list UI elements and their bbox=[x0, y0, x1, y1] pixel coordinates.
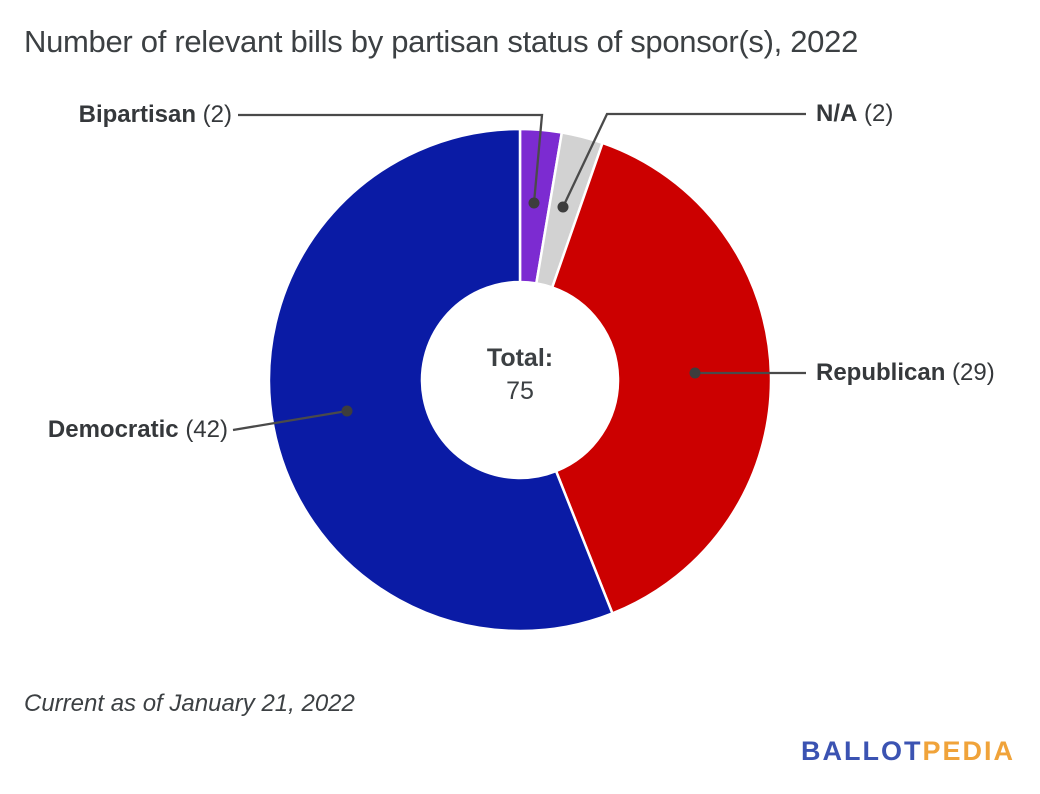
leader-dot-na bbox=[557, 201, 569, 213]
label-democratic-count: (42) bbox=[185, 416, 228, 443]
chart-title: Number of relevant bills by partisan sta… bbox=[24, 24, 859, 59]
leader-dot-republican bbox=[689, 367, 701, 379]
label-bipartisan: Bipartisan (2) bbox=[20, 100, 232, 130]
label-bipartisan-count: (2) bbox=[202, 101, 232, 128]
label-na: N/A (2) bbox=[816, 99, 893, 129]
donut-slices bbox=[267, 127, 773, 633]
total-label: Total: bbox=[486, 344, 554, 372]
label-na-name: N/A bbox=[816, 100, 858, 127]
label-republican-name: Republican bbox=[816, 359, 946, 386]
donut-center-label: Total: 75 bbox=[420, 342, 620, 408]
label-democratic: Democratic (42) bbox=[20, 415, 228, 445]
leader-line-bipartisan bbox=[238, 113, 544, 204]
logo-text-ballot: BALLOT bbox=[800, 736, 923, 766]
leader-line-na bbox=[561, 112, 806, 208]
leader-line-democratic bbox=[232, 409, 348, 432]
label-bipartisan-name: Bipartisan bbox=[78, 101, 196, 128]
slice-republican bbox=[550, 141, 773, 615]
footer-note: Current as of January 21, 2022 bbox=[24, 690, 355, 717]
leader-lines bbox=[232, 112, 806, 432]
label-democratic-name: Democratic bbox=[47, 416, 179, 443]
slice-democratic bbox=[267, 127, 614, 633]
label-republican: Republican (29) bbox=[816, 358, 995, 388]
total-value: 75 bbox=[506, 377, 534, 405]
leader-dot-bipartisan bbox=[528, 197, 540, 209]
label-republican-count: (29) bbox=[952, 359, 995, 386]
ballotpedia-logo: BALLOTPEDIA bbox=[801, 736, 1015, 767]
logo-text-pedia: PEDIA bbox=[922, 736, 1015, 766]
leader-dot-democratic bbox=[341, 405, 353, 417]
label-na-count: (2) bbox=[864, 100, 894, 127]
leader-dots bbox=[341, 197, 701, 417]
